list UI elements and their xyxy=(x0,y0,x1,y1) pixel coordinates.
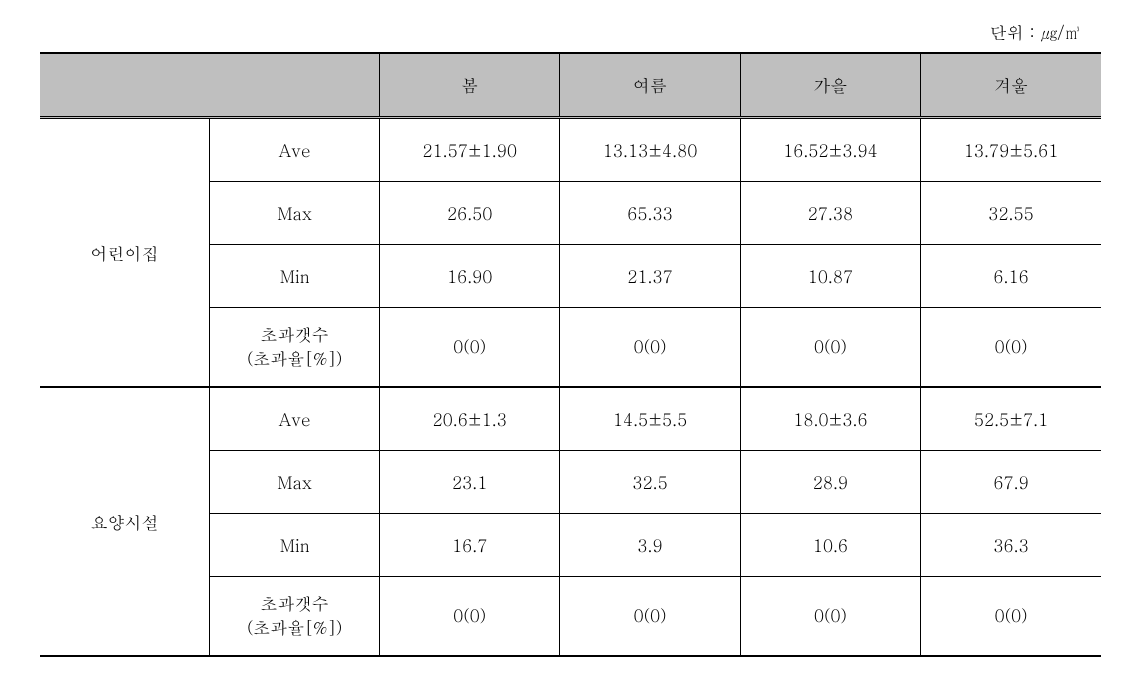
unit-label: 단위 : ㎍/㎥ xyxy=(40,20,1101,44)
stat-label-cell: 초과갯수(초과율[%]) xyxy=(210,308,380,388)
value-cell: 6.16 xyxy=(921,245,1101,308)
value-cell: 0(0) xyxy=(380,308,560,388)
value-cell: 0(0) xyxy=(380,577,560,657)
table-header-row: 봄 여름 가을 겨울 xyxy=(40,53,1101,118)
value-cell: 10.87 xyxy=(740,245,920,308)
stat-label-cell: Min xyxy=(210,514,380,577)
value-cell: 14.5±5.5 xyxy=(560,387,740,451)
value-cell: 10.6 xyxy=(740,514,920,577)
value-cell: 27.38 xyxy=(740,182,920,245)
table-row: 어린이집Ave21.57±1.9013.13±4.8016.52±3.9413.… xyxy=(40,118,1101,182)
header-blank xyxy=(40,53,380,118)
header-season: 여름 xyxy=(560,53,740,118)
value-cell: 32.55 xyxy=(921,182,1101,245)
value-cell: 16.90 xyxy=(380,245,560,308)
value-cell: 13.79±5.61 xyxy=(921,118,1101,182)
value-cell: 26.50 xyxy=(380,182,560,245)
stat-label-cell: 초과갯수(초과율[%]) xyxy=(210,577,380,657)
value-cell: 13.13±4.80 xyxy=(560,118,740,182)
stat-label-cell: Ave xyxy=(210,118,380,182)
value-cell: 21.37 xyxy=(560,245,740,308)
value-cell: 0(0) xyxy=(740,308,920,388)
value-cell: 0(0) xyxy=(560,577,740,657)
value-cell: 52.5±7.1 xyxy=(921,387,1101,451)
category-cell: 어린이집 xyxy=(40,118,210,388)
value-cell: 16.52±3.94 xyxy=(740,118,920,182)
header-season: 봄 xyxy=(380,53,560,118)
header-season: 가을 xyxy=(740,53,920,118)
header-season: 겨울 xyxy=(921,53,1101,118)
value-cell: 23.1 xyxy=(380,451,560,514)
value-cell: 21.57±1.90 xyxy=(380,118,560,182)
value-cell: 0(0) xyxy=(560,308,740,388)
value-cell: 36.3 xyxy=(921,514,1101,577)
value-cell: 20.6±1.3 xyxy=(380,387,560,451)
value-cell: 0(0) xyxy=(921,308,1101,388)
stat-label-cell: Min xyxy=(210,245,380,308)
value-cell: 16.7 xyxy=(380,514,560,577)
value-cell: 28.9 xyxy=(740,451,920,514)
data-table: 봄 여름 가을 겨울 어린이집Ave21.57±1.9013.13±4.8016… xyxy=(40,52,1101,657)
category-cell: 요양시설 xyxy=(40,387,210,656)
value-cell: 18.0±3.6 xyxy=(740,387,920,451)
value-cell: 32.5 xyxy=(560,451,740,514)
stat-label-cell: Max xyxy=(210,182,380,245)
value-cell: 3.9 xyxy=(560,514,740,577)
value-cell: 0(0) xyxy=(740,577,920,657)
value-cell: 67.9 xyxy=(921,451,1101,514)
stat-label-cell: Ave xyxy=(210,387,380,451)
stat-label-cell: Max xyxy=(210,451,380,514)
value-cell: 65.33 xyxy=(560,182,740,245)
table-row: 요양시설Ave20.6±1.314.5±5.518.0±3.652.5±7.1 xyxy=(40,387,1101,451)
value-cell: 0(0) xyxy=(921,577,1101,657)
